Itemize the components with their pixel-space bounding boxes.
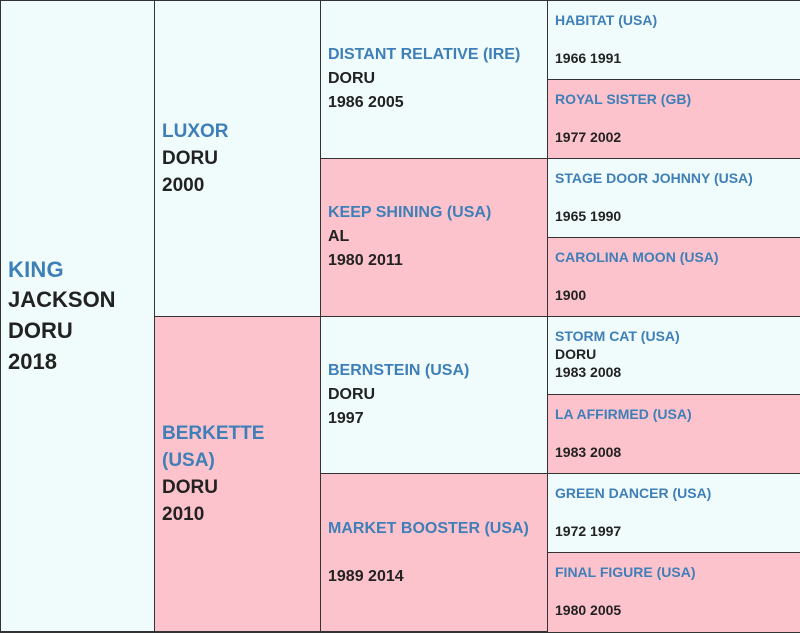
gen4-cell: HABITAT (USA) 1966 1991 bbox=[548, 1, 800, 80]
gen4-years: 1977 2002 bbox=[555, 128, 622, 145]
gen4-cell: GREEN DANCER (USA) 1972 1997 bbox=[548, 474, 800, 554]
gen4-name: GREEN DANCER (USA) bbox=[555, 485, 712, 502]
sire-dam-line2: AL bbox=[328, 228, 350, 246]
gen4-years: 1980 2005 bbox=[555, 602, 622, 619]
subject-line2: JACKSON bbox=[8, 286, 116, 312]
gen4-years: 1900 bbox=[555, 286, 587, 303]
dam-sire-name: BERNSTEIN (USA) bbox=[328, 361, 470, 379]
sire-line3: 2000 bbox=[162, 174, 205, 196]
sire-cell: LUXOR DORU 2000 bbox=[155, 1, 321, 317]
sire-sire-line3: 1986 2005 bbox=[328, 94, 404, 112]
gen4-cell: LA AFFIRMED (USA) 1983 2008 bbox=[548, 395, 800, 475]
gen4-name: CAROLINA MOON (USA) bbox=[555, 248, 719, 265]
dam-line3: 2010 bbox=[162, 503, 205, 525]
gen4-name: HABITAT (USA) bbox=[555, 12, 658, 28]
dam-dam-name: MARKET BOOSTER (USA) bbox=[328, 519, 529, 537]
dam-sire-line2: DORU bbox=[328, 385, 376, 403]
gen4-name: LA AFFIRMED (USA) bbox=[555, 406, 692, 423]
subject-line3: DORU bbox=[8, 317, 73, 343]
sire-sire-name: DISTANT RELATIVE (IRE) bbox=[328, 46, 521, 64]
gen4-cell: STAGE DOOR JOHNNY (USA) 1965 1990 bbox=[548, 158, 800, 238]
sire-sire-line2: DORU bbox=[328, 70, 376, 88]
gen4-years: 1965 1990 bbox=[555, 207, 622, 224]
sire-sire-cell: DISTANT RELATIVE (IRE) DORU 1986 2005 bbox=[321, 1, 548, 159]
dam-sire-cell: BERNSTEIN (USA) DORU 1997 bbox=[321, 316, 548, 475]
sire-dam-line3: 1980 2011 bbox=[328, 252, 403, 270]
subject-name: KING bbox=[8, 256, 64, 282]
dam-sire-line3: 1997 bbox=[328, 409, 364, 427]
gen4-years: 1966 1991 bbox=[555, 50, 622, 66]
gen4-years: 1983 2008 bbox=[555, 363, 622, 380]
subject-line4: 2018 bbox=[8, 348, 57, 374]
sire-dam-name: KEEP SHINING (USA) bbox=[328, 204, 492, 222]
gen4-cell: FINAL FIGURE (USA) 1980 2005 bbox=[548, 553, 800, 632]
gen4-name: ROYAL SISTER (GB) bbox=[555, 90, 692, 107]
dam-dam-cell: MARKET BOOSTER (USA) 1989 2014 bbox=[321, 474, 548, 632]
gen4-name: STORM CAT (USA) bbox=[555, 327, 680, 344]
subject-cell: KING JACKSON DORU 2018 bbox=[1, 1, 155, 632]
sire-dam-cell: KEEP SHINING (USA) AL 1980 2011 bbox=[321, 158, 548, 317]
gen4-cell: ROYAL SISTER (GB) 1977 2002 bbox=[548, 79, 800, 159]
dam-cell: BERKETTE (USA) DORU 2010 bbox=[155, 316, 321, 632]
dam-dam-line3: 1989 2014 bbox=[328, 567, 404, 585]
gen4-cell: STORM CAT (USA) DORU 1983 2008 bbox=[548, 316, 800, 396]
sire-name: LUXOR bbox=[162, 120, 229, 142]
gen4-name: FINAL FIGURE (USA) bbox=[555, 564, 696, 581]
gen4-name: STAGE DOOR JOHNNY (USA) bbox=[555, 169, 753, 186]
sire-line2: DORU bbox=[162, 147, 218, 169]
gen4-years: 1983 2008 bbox=[555, 444, 622, 461]
dam-line2: DORU bbox=[162, 476, 218, 498]
gen4-cell: CAROLINA MOON (USA) 1900 bbox=[548, 237, 800, 317]
gen4-years: 1972 1997 bbox=[555, 523, 622, 540]
gen4-line2: DORU bbox=[555, 345, 597, 362]
dam-name: BERKETTE (USA) bbox=[162, 422, 265, 471]
